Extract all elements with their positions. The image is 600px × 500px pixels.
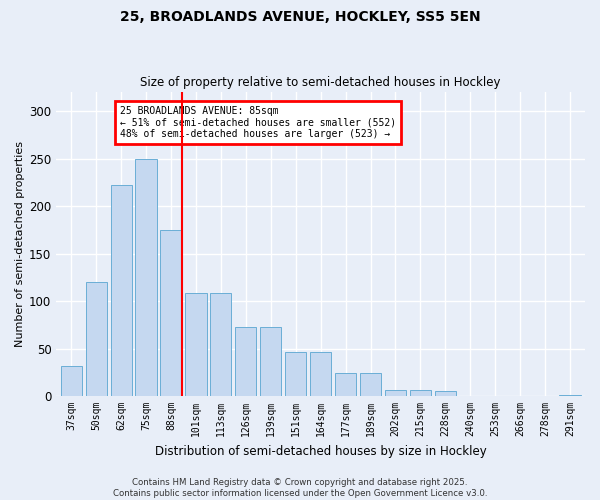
Bar [160,230,182,396]
Bar [136,158,157,396]
Bar [185,294,206,396]
Bar [559,395,581,396]
X-axis label: Distribution of semi-detached houses by size in Hockley: Distribution of semi-detached houses by … [155,444,487,458]
Text: 25 BROADLANDS AVENUE: 85sqm
← 51% of semi-detached houses are smaller (552)
48% : 25 BROADLANDS AVENUE: 85sqm ← 51% of sem… [120,106,396,139]
Text: 25, BROADLANDS AVENUE, HOCKLEY, SS5 5EN: 25, BROADLANDS AVENUE, HOCKLEY, SS5 5EN [119,10,481,24]
Bar [210,294,232,396]
Bar [385,390,406,396]
Bar [335,374,356,396]
Bar [360,374,381,396]
Bar [235,326,256,396]
Title: Size of property relative to semi-detached houses in Hockley: Size of property relative to semi-detach… [140,76,501,90]
Bar [410,390,431,396]
Bar [260,326,281,396]
Bar [86,282,107,396]
Bar [61,366,82,396]
Text: Contains HM Land Registry data © Crown copyright and database right 2025.
Contai: Contains HM Land Registry data © Crown c… [113,478,487,498]
Y-axis label: Number of semi-detached properties: Number of semi-detached properties [15,141,25,347]
Bar [435,392,456,396]
Bar [110,185,132,396]
Bar [285,352,306,396]
Bar [310,352,331,396]
